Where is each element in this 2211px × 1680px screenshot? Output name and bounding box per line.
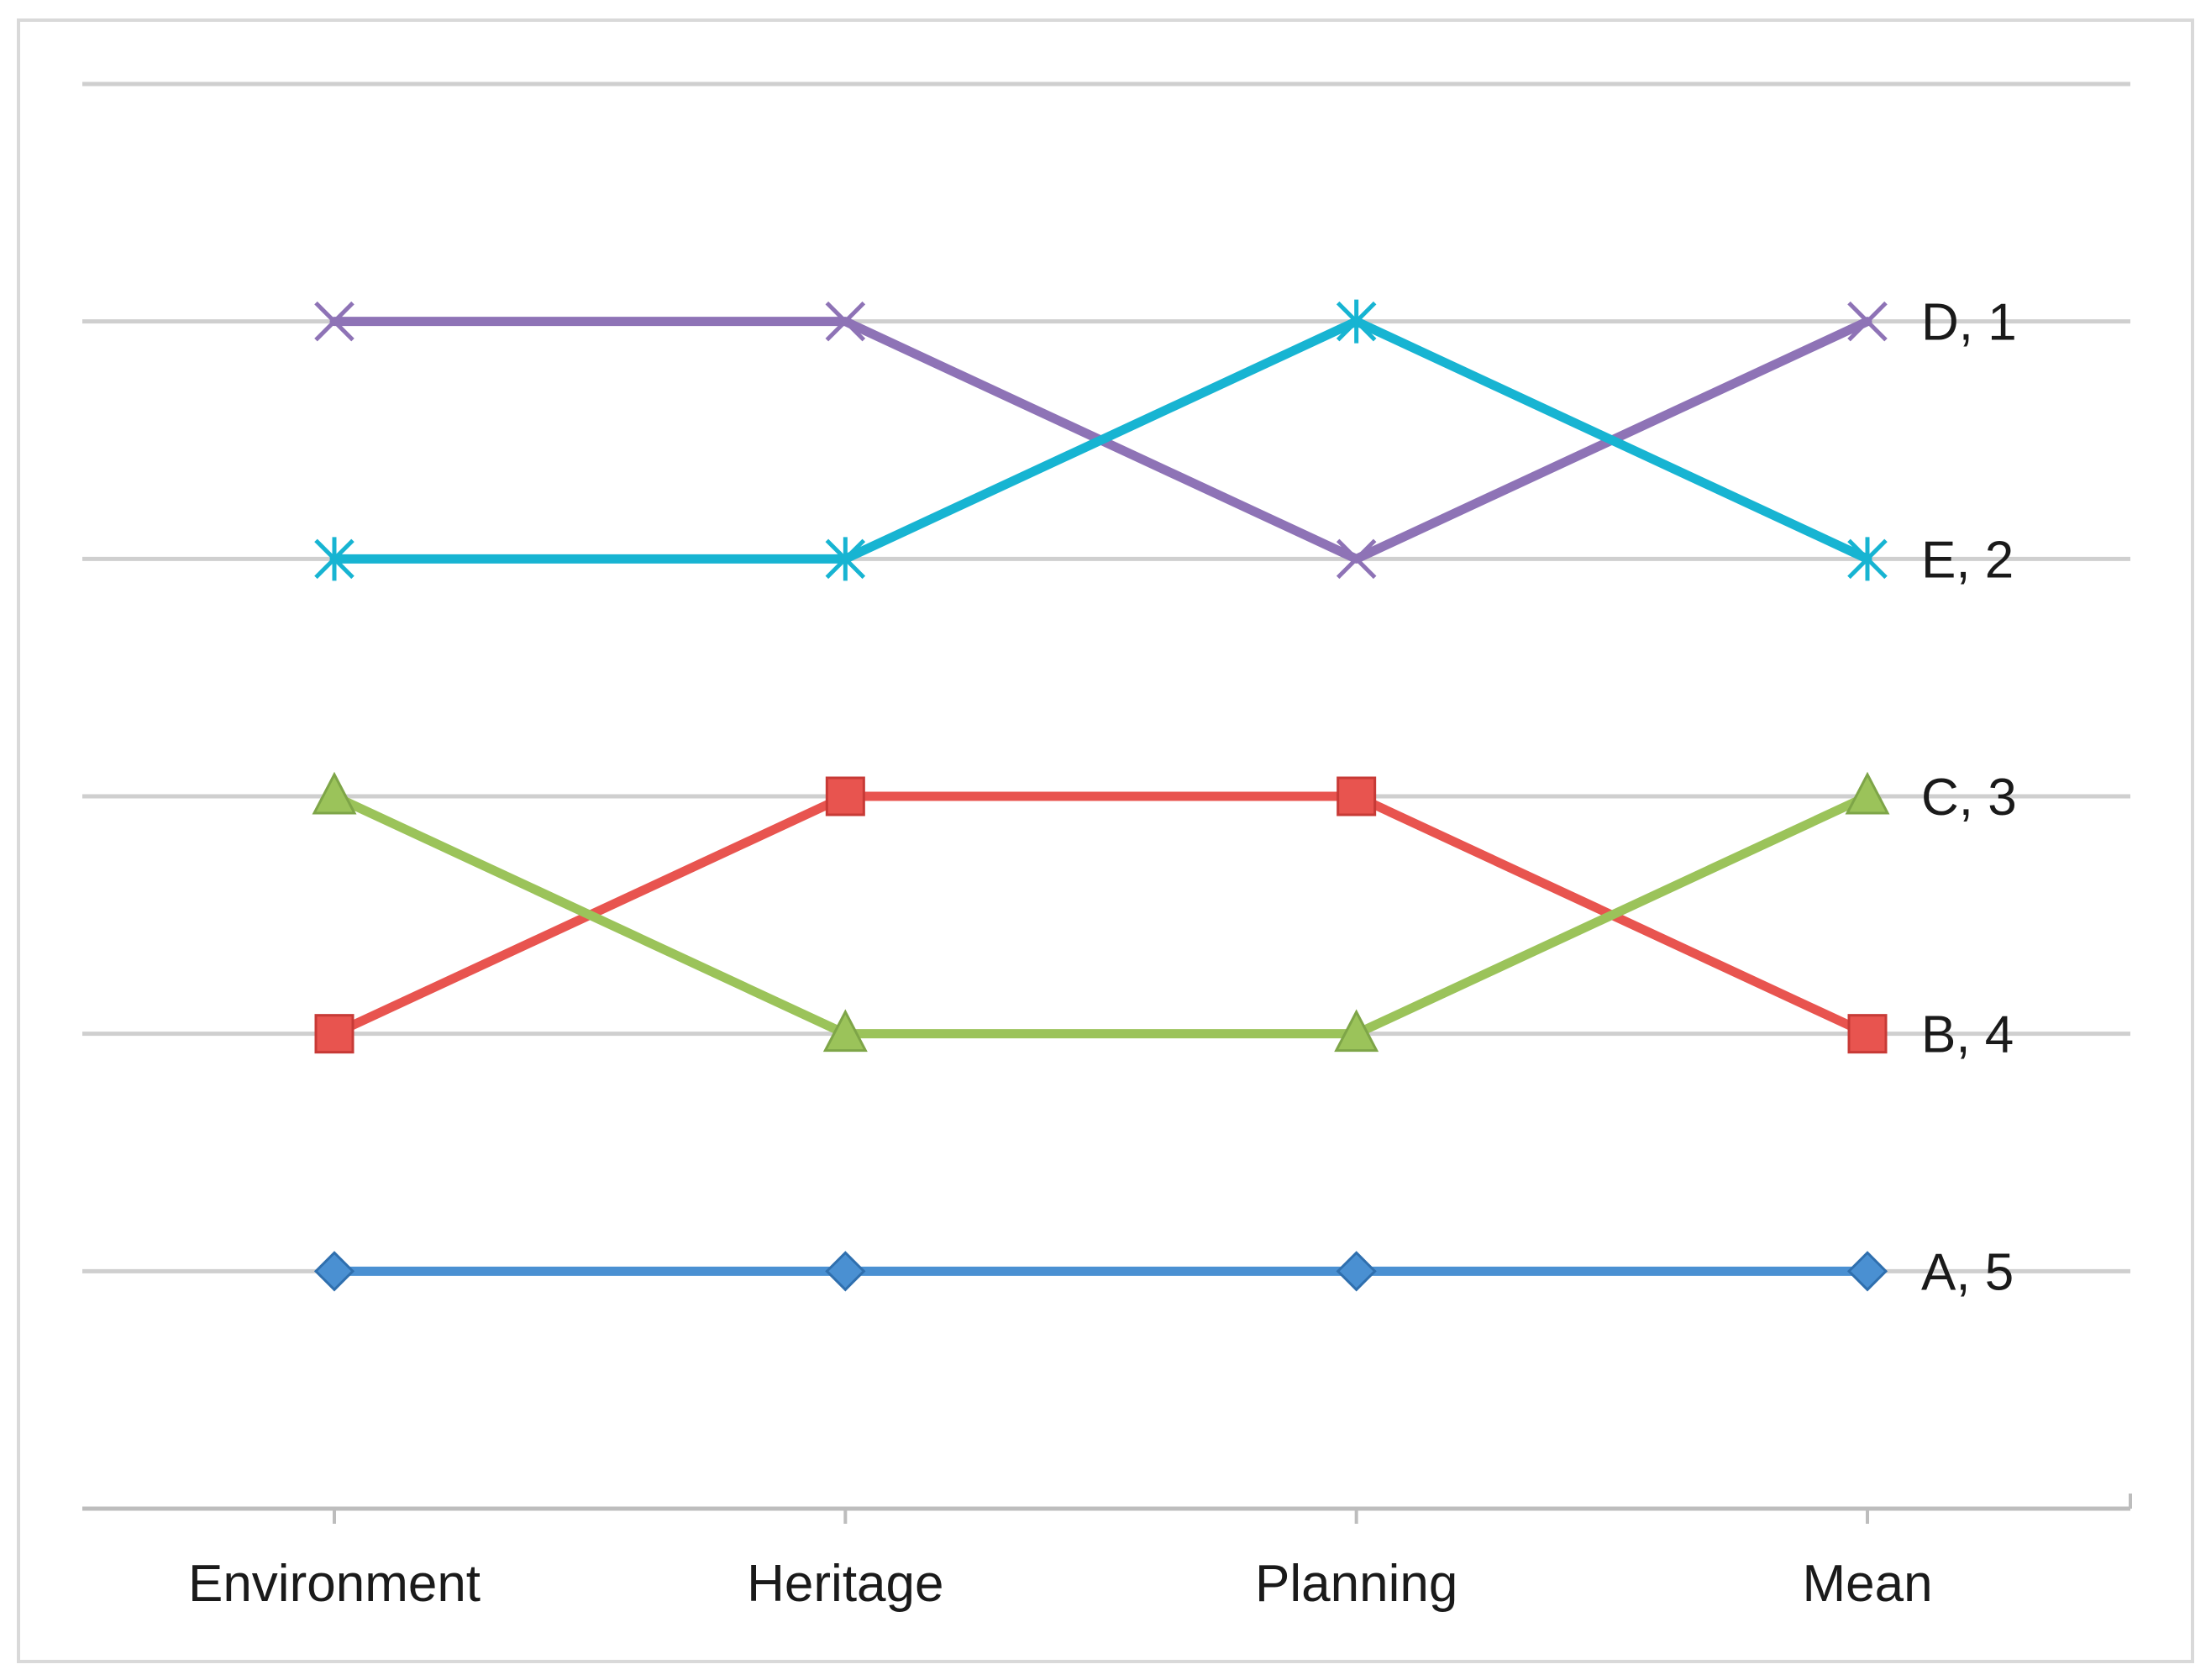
point-c-planning xyxy=(1334,1009,1379,1053)
point-b-heritage xyxy=(825,776,865,816)
chart-frame: Environment Heritage Planning Mean A, 5 B, 4… xyxy=(17,18,2194,1663)
end-label-a: A, 5 xyxy=(1921,1243,2014,1301)
point-e-planning xyxy=(1336,299,1377,344)
point-b-mean xyxy=(1847,1014,1888,1054)
series-end-labels: A, 5 B, 4 C, 3 D, 1 E, 2 xyxy=(1921,294,2017,1302)
end-label-b: B, 4 xyxy=(1921,1006,2014,1064)
point-c-heritage xyxy=(822,1009,868,1053)
x-tick-label: Planning xyxy=(1255,1555,1457,1613)
series-line-c xyxy=(329,791,1872,1039)
x-tick-label: Mean xyxy=(1802,1555,1932,1613)
end-label-c: C, 3 xyxy=(1921,769,2017,827)
end-label-e: E, 2 xyxy=(1921,531,2014,589)
end-label-d: D, 1 xyxy=(1921,294,2017,352)
x-tick-label: Heritage xyxy=(747,1555,943,1613)
point-a-planning xyxy=(1336,1251,1377,1292)
point-b-planning xyxy=(1337,776,1377,816)
point-a-heritage xyxy=(825,1251,866,1292)
x-axis: Environment Heritage Planning Mean xyxy=(82,1494,2132,1613)
point-e-environment xyxy=(314,537,354,581)
series-lines xyxy=(329,317,1872,1276)
line-chart: Environment Heritage Planning Mean A, 5 B, 4… xyxy=(82,81,2132,1613)
point-c-environment xyxy=(312,771,357,815)
point-e-mean xyxy=(1847,537,1888,581)
gridlines xyxy=(82,81,2130,1273)
point-d-mean xyxy=(1847,301,1888,342)
point-d-planning xyxy=(1336,538,1377,580)
series-line-b xyxy=(329,791,1872,1039)
point-d-environment xyxy=(314,301,354,342)
series-line-e xyxy=(329,317,1872,564)
x-tick-label: Environment xyxy=(188,1555,481,1613)
point-b-environment xyxy=(314,1014,354,1054)
point-a-mean xyxy=(1846,1251,1888,1292)
point-d-heritage xyxy=(825,301,866,342)
point-e-heritage xyxy=(825,537,866,581)
series-markers xyxy=(312,299,1890,1292)
point-a-environment xyxy=(313,1251,355,1292)
point-c-mean xyxy=(1845,771,1890,815)
